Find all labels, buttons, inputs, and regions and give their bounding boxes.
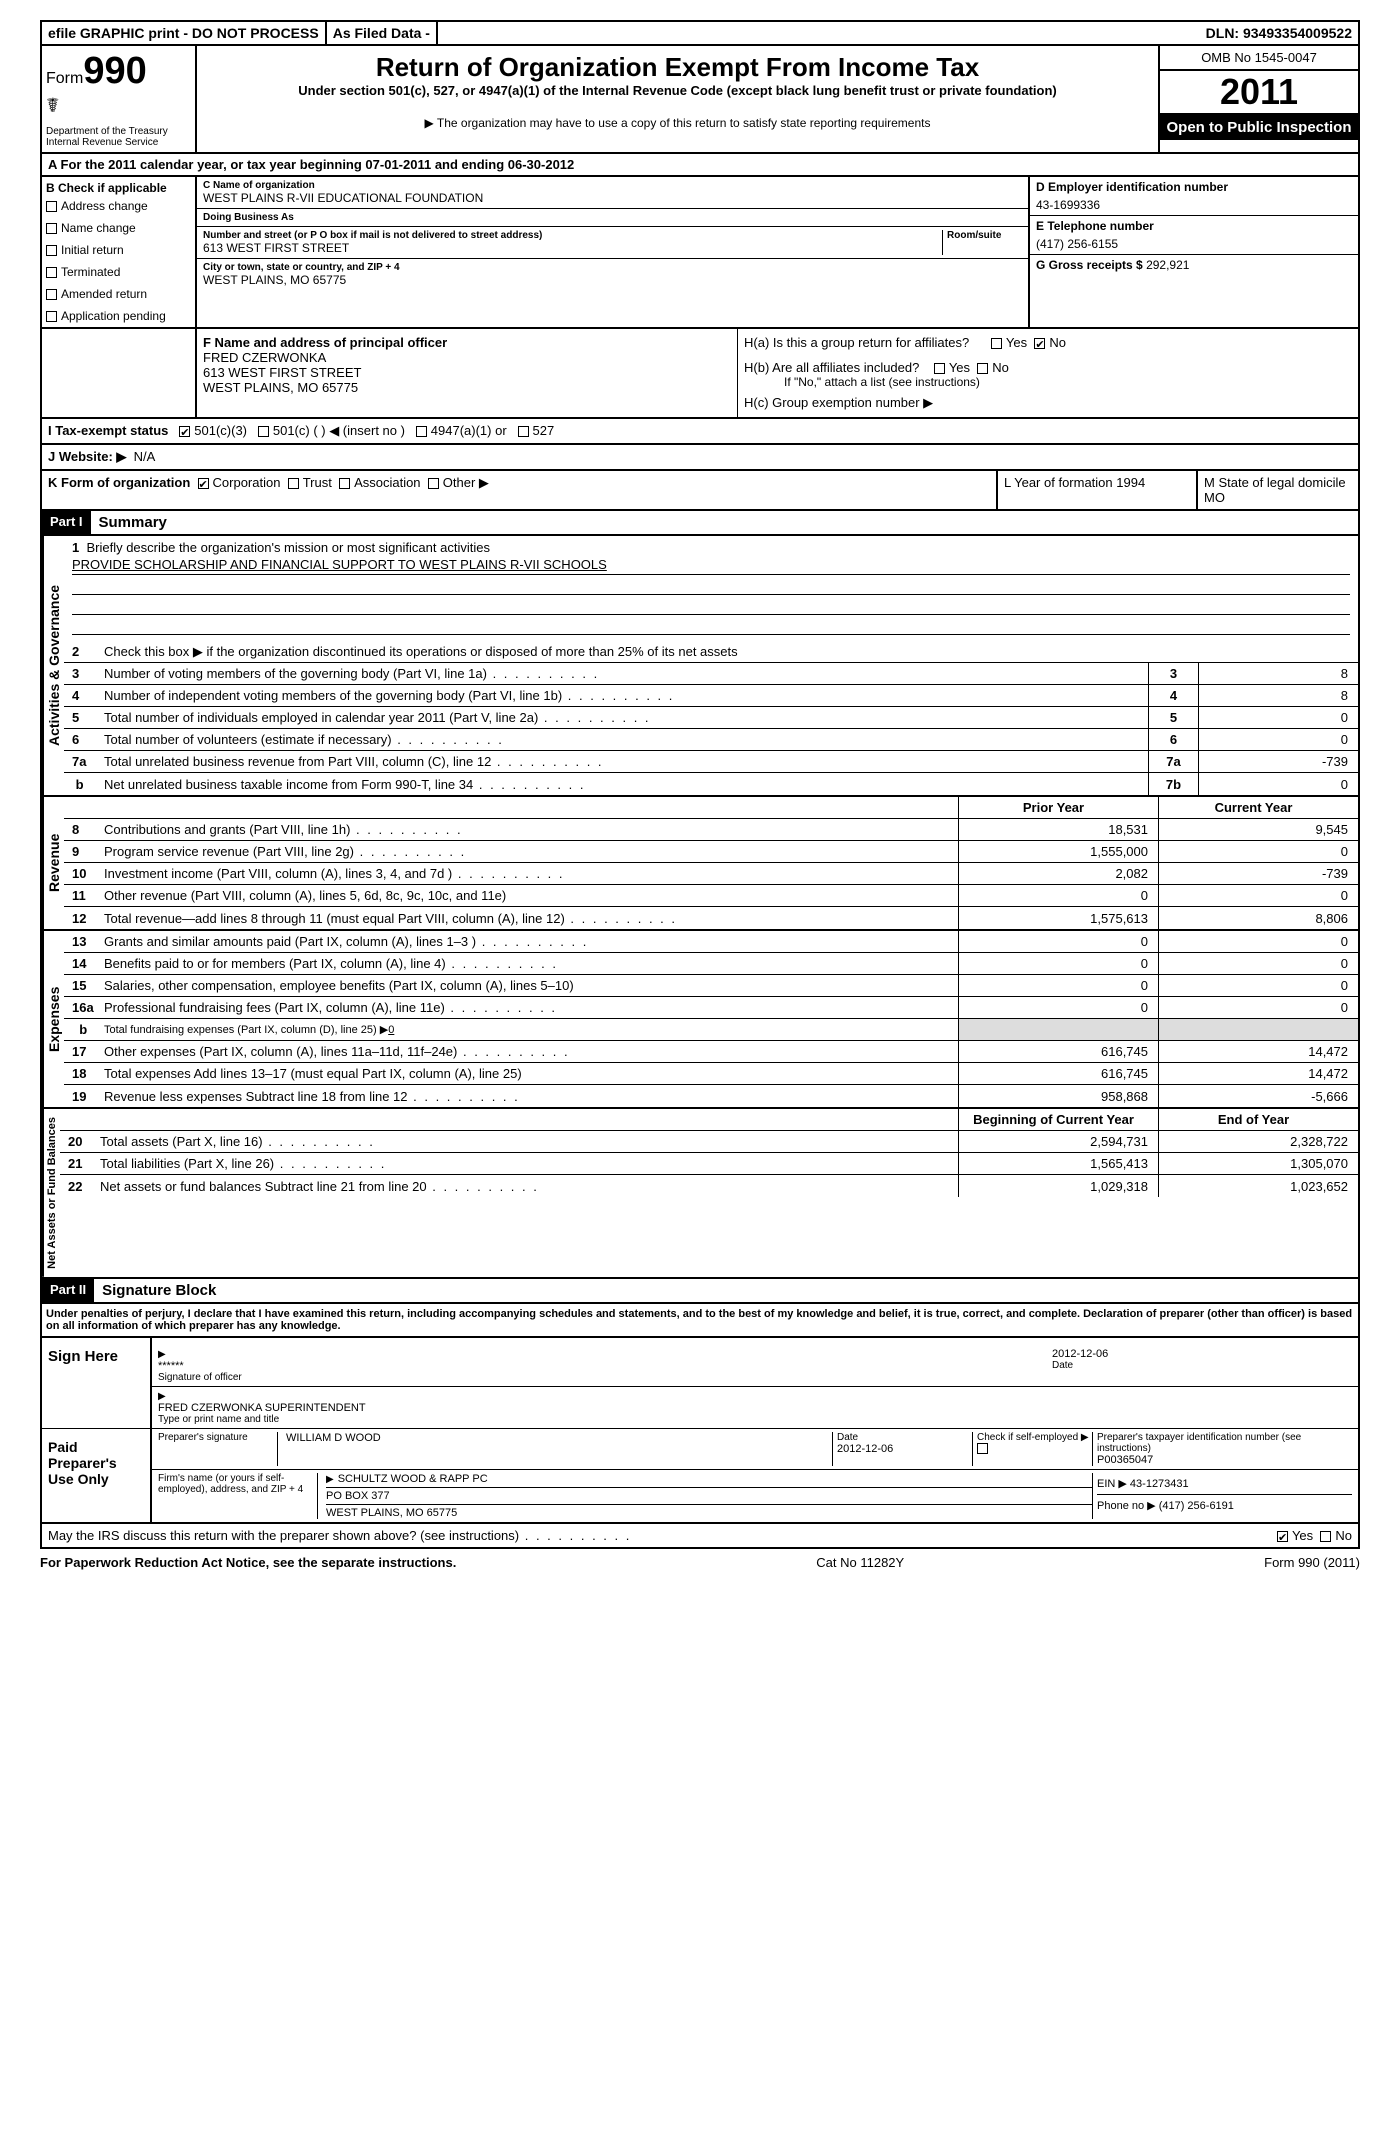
ein: 43-1699336: [1036, 198, 1352, 212]
checkbox-hb-no[interactable]: [977, 363, 988, 374]
part2-header: Part II Signature Block: [40, 1279, 1360, 1304]
firm-phone: (417) 256-6191: [1159, 1500, 1234, 1512]
val-5: 0: [1198, 707, 1358, 728]
row-j: J Website: ▶ N/A: [40, 445, 1360, 471]
checkbox-4947[interactable]: [416, 426, 427, 437]
paid-preparer: Paid Preparer's Use Only: [42, 1429, 152, 1522]
expenses-section: Expenses 13Grants and similar amounts pa…: [40, 931, 1360, 1109]
row-k: K Form of organization Corporation Trust…: [40, 471, 1360, 511]
checkbox-name-change[interactable]: [46, 223, 57, 234]
col-c: C Name of organizationWEST PLAINS R-VII …: [197, 177, 1028, 327]
year-formation: L Year of formation 1994: [998, 471, 1198, 509]
telephone: (417) 256-6155: [1036, 237, 1352, 251]
revenue-section: Revenue Prior YearCurrent Year 8Contribu…: [40, 797, 1360, 931]
row-i: I Tax-exempt status 501(c)(3) 501(c) ( )…: [40, 419, 1360, 445]
dln: DLN: 93493354009522: [1200, 22, 1358, 44]
form-label: Form: [46, 70, 83, 87]
checkbox-501c[interactable]: [258, 426, 269, 437]
checkbox-pending[interactable]: [46, 311, 57, 322]
checkbox-hb-yes[interactable]: [934, 363, 945, 374]
section-bcd: B Check if applicable Address change Nam…: [40, 177, 1360, 329]
officer-street: 613 WEST FIRST STREET: [203, 365, 731, 380]
section-fh: F Name and address of principal officer …: [40, 329, 1360, 419]
checkbox-other[interactable]: [428, 478, 439, 489]
preparer-name: WILLIAM D WOOD: [278, 1432, 832, 1466]
col-b: B Check if applicable Address change Nam…: [42, 177, 197, 327]
subtitle-1: Under section 501(c), 527, or 4947(a)(1)…: [203, 83, 1152, 98]
checkbox-discuss-yes[interactable]: [1277, 1531, 1288, 1542]
street: 613 WEST FIRST STREET: [203, 241, 942, 255]
checkbox-initial-return[interactable]: [46, 245, 57, 256]
activities-governance: Activities & Governance 1 Briefly descri…: [40, 536, 1360, 797]
signature-block: Sign Here ******Signature of officer 201…: [40, 1338, 1360, 1524]
firm-ein: 43-1273431: [1130, 1478, 1189, 1490]
open-inspection: Open to Public Inspection: [1160, 115, 1358, 140]
checkbox-527[interactable]: [518, 426, 529, 437]
checkbox-corp[interactable]: [198, 478, 209, 489]
top-bar: efile GRAPHIC print - DO NOT PROCESS As …: [40, 20, 1360, 46]
b-label: B Check if applicable: [46, 181, 191, 195]
org-name: WEST PLAINS R-VII EDUCATIONAL FOUNDATION: [203, 191, 1022, 205]
checkbox-assoc[interactable]: [339, 478, 350, 489]
mission: PROVIDE SCHOLARSHIP AND FINANCIAL SUPPOR…: [72, 557, 1350, 575]
ptin: P00365047: [1097, 1454, 1352, 1466]
checkbox-ha-yes[interactable]: [991, 338, 1002, 349]
checkbox-self-employed[interactable]: [977, 1443, 988, 1454]
tax-year: 2011: [1160, 71, 1358, 115]
checkbox-discuss-no[interactable]: [1320, 1531, 1331, 1542]
efile-notice: efile GRAPHIC print - DO NOT PROCESS: [42, 22, 327, 44]
dept: Department of the Treasury: [46, 126, 191, 137]
checkbox-amended[interactable]: [46, 289, 57, 300]
val-7a: -739: [1198, 751, 1358, 772]
col-d: D Employer identification number43-16993…: [1028, 177, 1358, 327]
checkbox-trust[interactable]: [288, 478, 299, 489]
form-number: 990: [83, 50, 146, 92]
firm-name: SCHULTZ WOOD & RAPP PC: [326, 1473, 1092, 1485]
val-3: 8: [1198, 663, 1358, 684]
discuss-row: May the IRS discuss this return with the…: [40, 1524, 1360, 1549]
vert-exp: Expenses: [42, 931, 64, 1107]
officer-sig-name: FRED CZERWONKA SUPERINTENDENT: [158, 1402, 366, 1414]
checkbox-address-change[interactable]: [46, 201, 57, 212]
sign-here: Sign Here: [42, 1338, 152, 1428]
net-assets-section: Net Assets or Fund Balances Beginning of…: [40, 1109, 1360, 1279]
website: N/A: [134, 449, 156, 464]
city-zip: WEST PLAINS, MO 65775: [203, 273, 1022, 287]
part1-header: Part I Summary: [40, 511, 1360, 536]
officer-city: WEST PLAINS, MO 65775: [203, 380, 731, 395]
vert-na: Net Assets or Fund Balances: [42, 1109, 60, 1277]
vert-ag: Activities & Governance: [42, 536, 64, 795]
form-header: Form990 ☤ Department of the Treasury Int…: [40, 46, 1360, 154]
gross-receipts: 292,921: [1146, 258, 1189, 272]
vert-rev: Revenue: [42, 797, 64, 929]
footer: For Paperwork Reduction Act Notice, see …: [40, 1549, 1360, 1576]
val-4: 8: [1198, 685, 1358, 706]
row-a: A For the 2011 calendar year, or tax yea…: [40, 154, 1360, 177]
as-filed: As Filed Data -: [327, 22, 438, 44]
val-7b: 0: [1198, 773, 1358, 795]
checkbox-ha-no[interactable]: [1034, 338, 1045, 349]
officer-name: FRED CZERWONKA: [203, 350, 731, 365]
omb: OMB No 1545-0047: [1160, 46, 1358, 71]
perjury-statement: Under penalties of perjury, I declare th…: [40, 1304, 1360, 1338]
state-domicile: M State of legal domicile MO: [1198, 471, 1358, 509]
checkbox-terminated[interactable]: [46, 267, 57, 278]
val-6: 0: [1198, 729, 1358, 750]
hc: H(c) Group exemption number ▶: [744, 395, 1352, 411]
checkbox-501c3[interactable]: [179, 426, 190, 437]
subtitle-2: ▶ The organization may have to use a cop…: [203, 116, 1152, 130]
irs: Internal Revenue Service: [46, 137, 191, 148]
form-title: Return of Organization Exempt From Incom…: [203, 52, 1152, 83]
